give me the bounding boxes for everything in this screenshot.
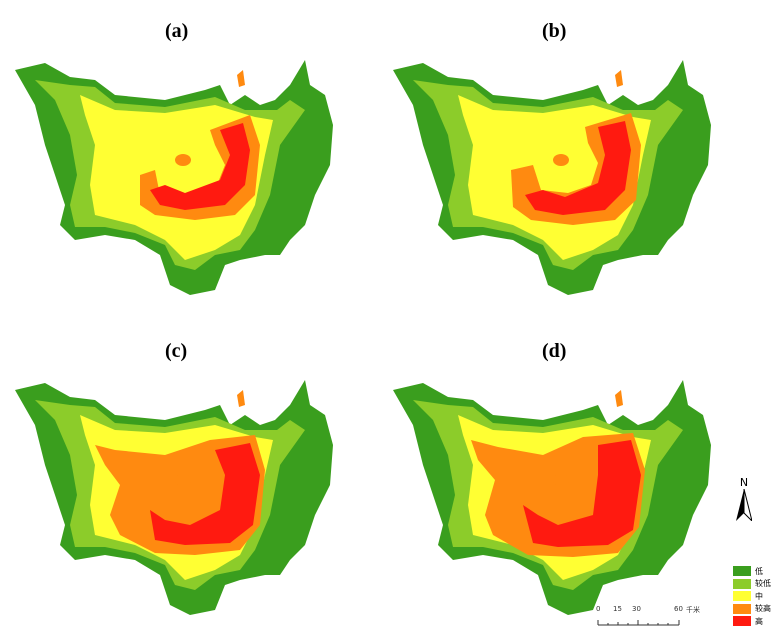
scale-tick: 30 [632,605,641,613]
north-label: N [739,476,749,489]
scale-unit: 千米 [686,606,700,614]
map-panel-c [15,380,333,615]
region-higher-spot [175,154,191,166]
map-panel-b [393,60,711,295]
region-higher-spot [553,154,569,166]
legend-item-higher: 较高 [733,603,771,616]
legend-swatch [733,566,751,577]
north-arrow-icon [736,488,753,523]
legend: 低 较低 中 较高 高 [733,565,771,628]
legend-label: 较低 [755,579,771,589]
panel-c-label: (c) [165,340,188,362]
panel-a-label: (a) [165,20,189,42]
legend-item-medium: 中 [733,590,771,603]
region-higher-spot [175,474,191,486]
map-panel-d [393,380,711,615]
region-higher-spot [553,474,569,486]
legend-label: 中 [755,591,763,601]
region-high [525,121,631,215]
region-high [523,440,641,547]
scale-tick: 15 [613,605,622,613]
north-arrow: N [736,476,753,526]
legend-item-lower: 较低 [733,578,771,591]
scale-tick: 0 [596,605,601,613]
region-higher-spot [237,70,245,87]
region-high [150,443,260,545]
region-higher-spot [615,390,623,407]
legend-swatch [733,591,751,602]
legend-label: 高 [755,616,763,626]
legend-item-low: 低 [733,565,771,578]
region-higher-spot [237,390,245,407]
panel-b-label: (b) [542,20,567,42]
legend-label: 低 [755,566,763,576]
legend-item-high: 高 [733,615,771,628]
region-higher-spot [615,70,623,87]
scale-tick: 60 [674,605,683,613]
legend-swatch [733,578,751,589]
legend-label: 较高 [755,604,771,614]
panel-d-label: (d) [542,340,567,362]
map-panel-a [15,60,333,295]
region-high [150,123,250,210]
scale-line [597,620,680,626]
legend-swatch [733,603,751,614]
legend-swatch [733,616,751,627]
